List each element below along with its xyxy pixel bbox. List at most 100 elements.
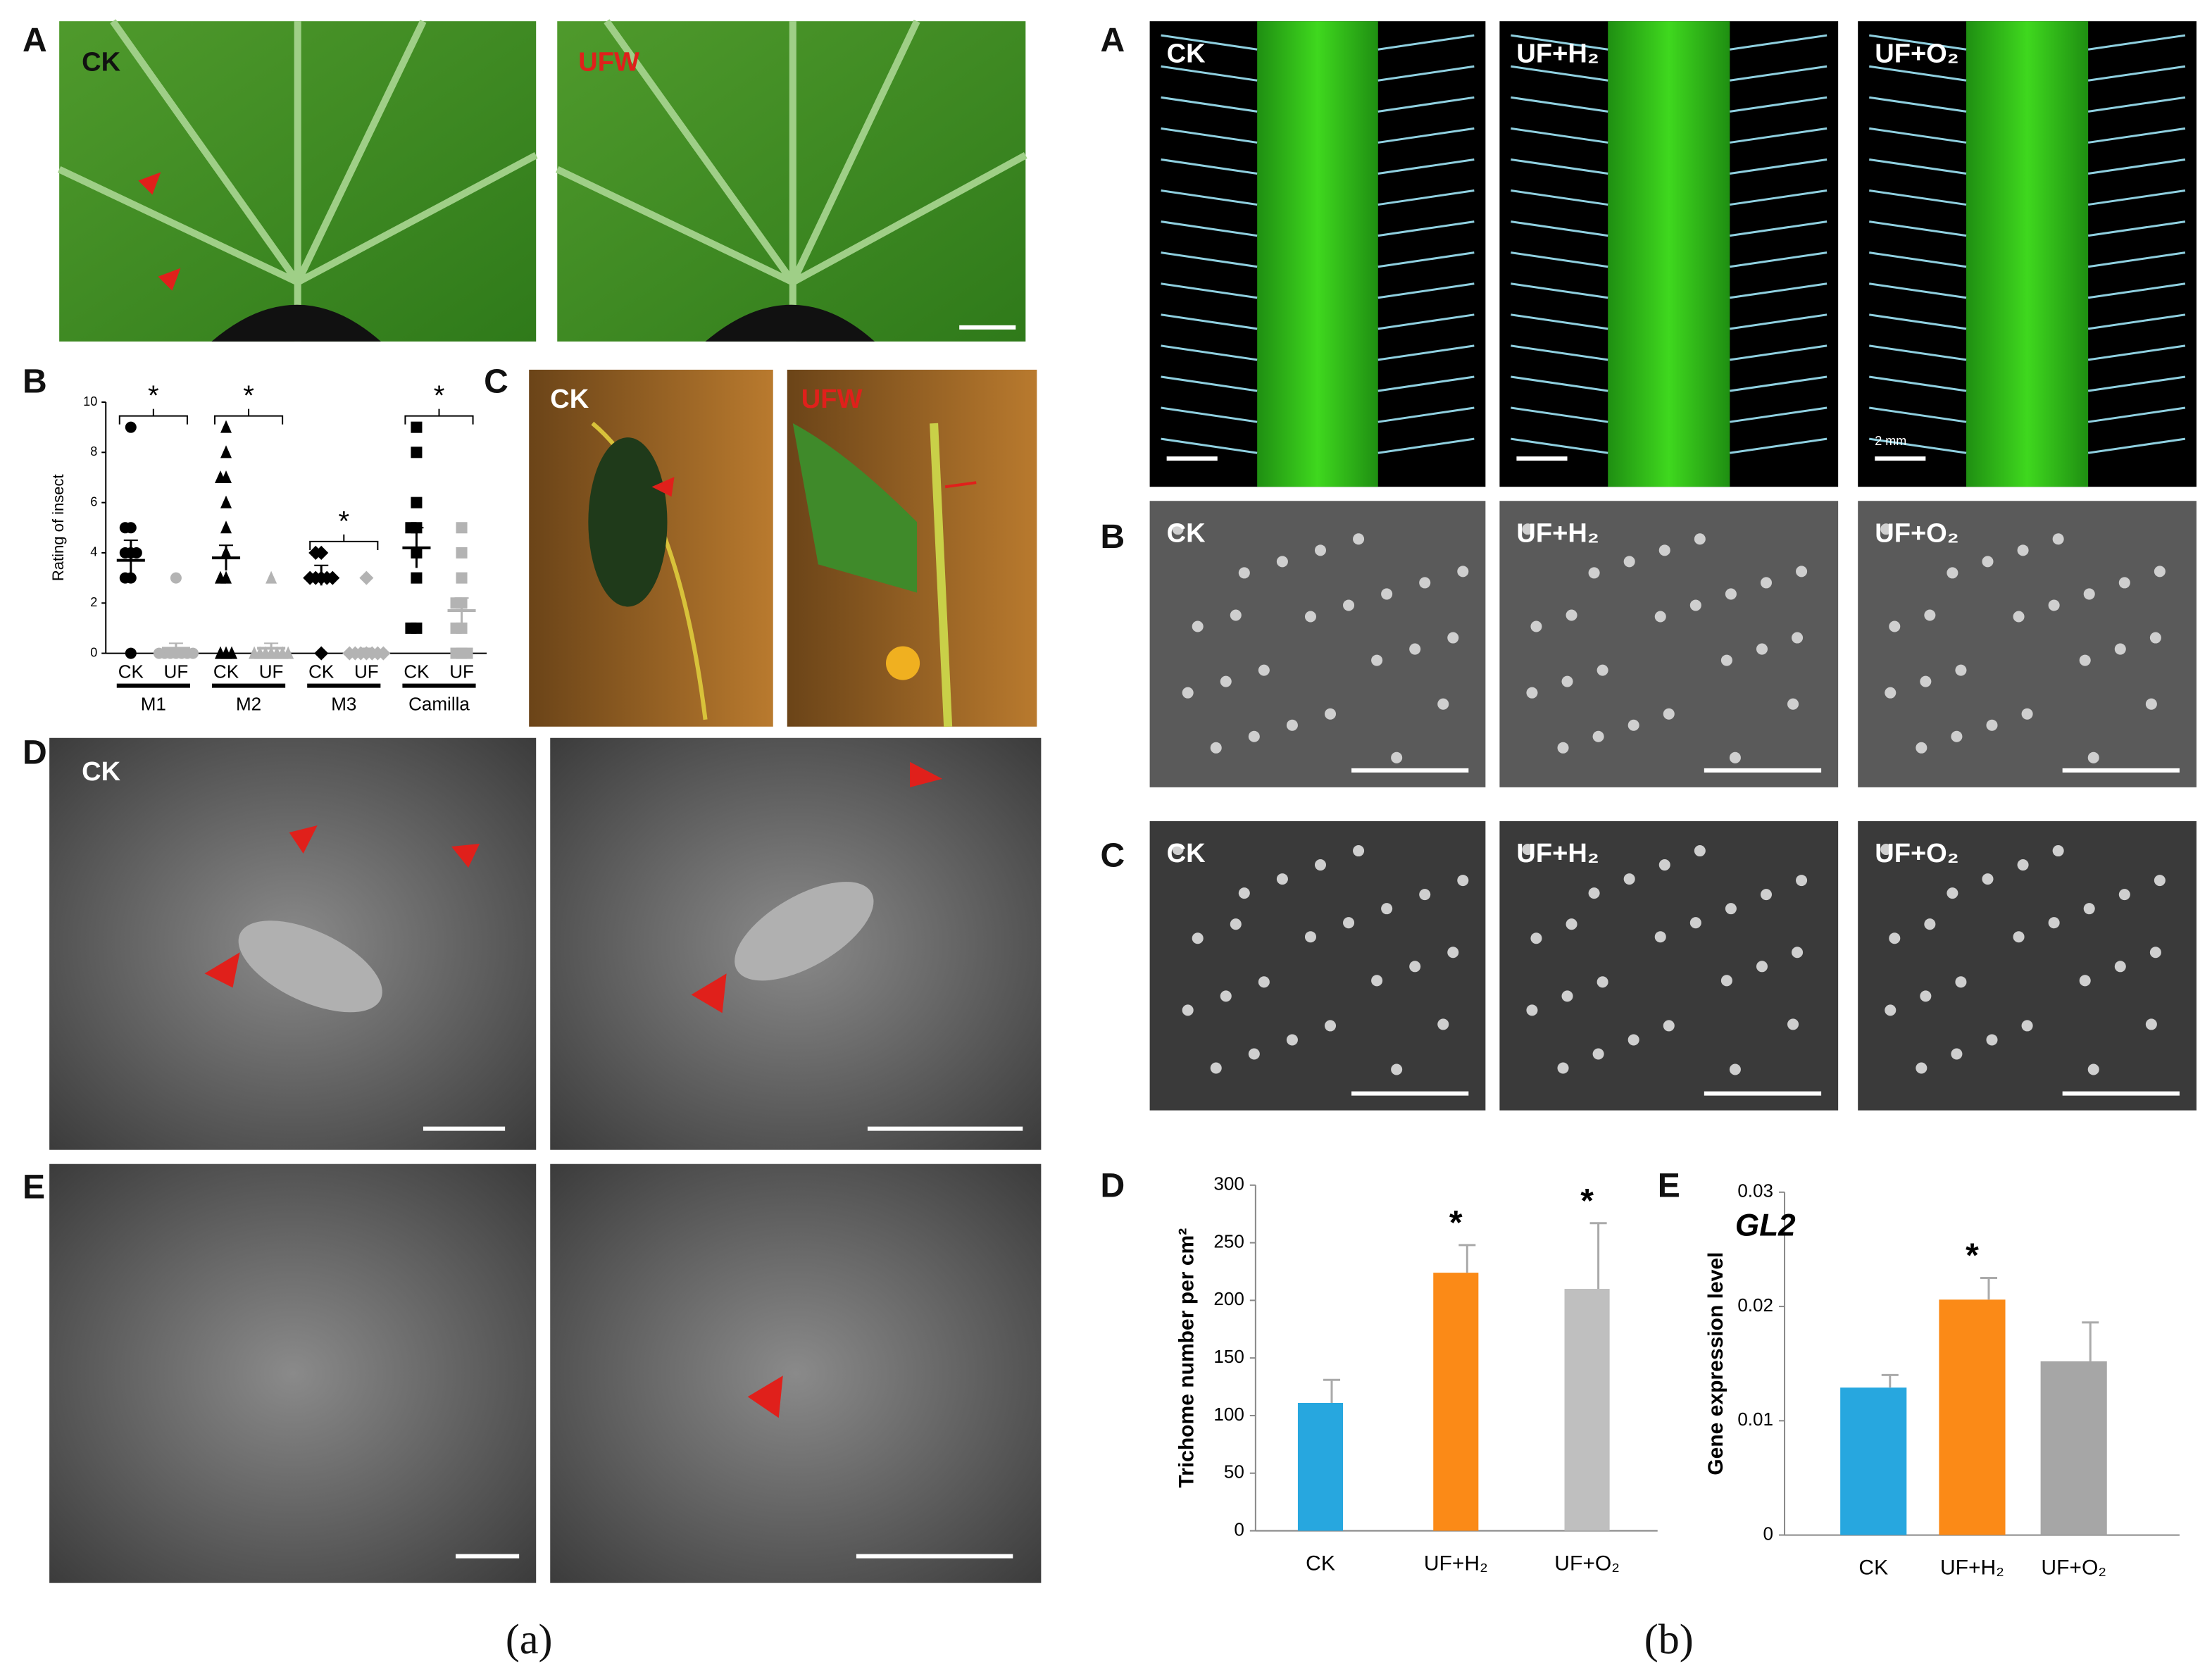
trichome-base bbox=[1522, 844, 1534, 856]
leaf bbox=[792, 423, 918, 593]
trichome-base bbox=[1729, 1063, 1741, 1075]
trichome-base bbox=[1787, 698, 1799, 710]
trichome-base bbox=[1230, 918, 1242, 930]
data-point bbox=[220, 520, 232, 534]
y-axis-label: Rating of insect bbox=[49, 474, 67, 581]
trichome-base bbox=[2021, 1020, 2033, 1032]
trichome bbox=[1377, 96, 1475, 113]
trichome-base bbox=[1192, 620, 1204, 632]
x-tick-label: CK bbox=[118, 661, 144, 682]
trichome-base bbox=[1220, 990, 1232, 1002]
leaf-vein bbox=[556, 19, 1027, 342]
trichome bbox=[2087, 65, 2186, 82]
trichome-base bbox=[1588, 567, 1600, 579]
x-tick-label: UF+O₂ bbox=[2041, 1556, 2106, 1580]
data-point bbox=[456, 572, 468, 584]
x-tick-label: CK bbox=[213, 661, 239, 682]
photo bbox=[49, 1163, 537, 1583]
trichome bbox=[1377, 313, 1475, 330]
trichome bbox=[1511, 189, 1608, 206]
trichome-base bbox=[1526, 687, 1538, 699]
y-tick-label: 100 bbox=[1213, 1404, 1244, 1425]
significance-bracket bbox=[118, 408, 188, 425]
trichome bbox=[2087, 189, 2186, 206]
trichome-base bbox=[1447, 632, 1459, 644]
trichome-base bbox=[1592, 730, 1604, 742]
trichome bbox=[1511, 220, 1608, 237]
trichome-base bbox=[2145, 1018, 2157, 1030]
trichome-base bbox=[1409, 643, 1421, 655]
trichome-base bbox=[2048, 599, 2060, 611]
trichome bbox=[1377, 65, 1475, 82]
trichome-base bbox=[1276, 873, 1288, 885]
y-tick-label: 300 bbox=[1213, 1173, 1244, 1194]
photo-shadow bbox=[211, 304, 381, 342]
trichome-base bbox=[1654, 931, 1666, 943]
trichome-base bbox=[1371, 975, 1383, 987]
trichome-base bbox=[1986, 1034, 1998, 1046]
data-point bbox=[119, 522, 131, 534]
y-tick-label: 150 bbox=[1213, 1346, 1244, 1367]
trichome bbox=[1377, 437, 1475, 454]
trichome-base bbox=[1880, 523, 1892, 535]
y-tick-label: 8 bbox=[90, 444, 97, 458]
significance-star: * bbox=[338, 506, 349, 537]
trichome bbox=[2087, 251, 2186, 268]
trichome bbox=[1161, 437, 1258, 454]
trichome bbox=[2087, 282, 2186, 299]
trichome-base bbox=[1885, 1004, 1897, 1016]
trichome-base bbox=[2114, 961, 2126, 973]
photo bbox=[1499, 820, 1839, 1111]
data-point bbox=[187, 647, 199, 659]
trichome-base bbox=[2079, 975, 2091, 987]
panel-label: C bbox=[484, 363, 508, 401]
photo-label: UF+O₂ bbox=[1875, 839, 1958, 868]
group-label: M3 bbox=[331, 694, 356, 715]
trichome-base bbox=[1889, 932, 1901, 944]
trichome bbox=[1730, 313, 1827, 330]
trichome-base bbox=[1792, 632, 1804, 644]
trichome bbox=[1730, 158, 1827, 175]
y-tick-label: 6 bbox=[90, 494, 97, 508]
trichome bbox=[1730, 96, 1827, 113]
significance-star: * bbox=[1580, 1182, 1594, 1220]
panel-label: D bbox=[23, 734, 47, 772]
trichome bbox=[2087, 313, 2186, 330]
data-point bbox=[125, 647, 137, 659]
trichome bbox=[1869, 344, 1967, 361]
trichome bbox=[1511, 406, 1608, 423]
trichome-base bbox=[1557, 1062, 1569, 1074]
trichome-base bbox=[1955, 976, 1967, 988]
trichome-base bbox=[1561, 675, 1573, 687]
trichome-base bbox=[1787, 1018, 1799, 1030]
trichome bbox=[1869, 189, 1967, 206]
trichome bbox=[1730, 189, 1827, 206]
trichome-base bbox=[1725, 588, 1737, 600]
trichome-base bbox=[2052, 845, 2064, 857]
trichome bbox=[1377, 251, 1475, 268]
trichome-base bbox=[1248, 730, 1260, 742]
significance-bracket bbox=[213, 408, 284, 425]
chart-title: GL2 bbox=[1735, 1209, 1796, 1243]
x-tick-label: UF bbox=[354, 661, 379, 682]
trichome-base bbox=[1391, 1063, 1403, 1075]
data-point bbox=[405, 622, 417, 634]
photo-label: UF+H₂ bbox=[1516, 518, 1599, 548]
group-label: M2 bbox=[236, 694, 261, 715]
data-point bbox=[411, 497, 423, 508]
trichome-base bbox=[1796, 566, 1808, 578]
trichome bbox=[1161, 189, 1258, 206]
trichome-base bbox=[1286, 719, 1298, 731]
y-tick-label: 0.02 bbox=[1737, 1294, 1773, 1316]
trichome-base bbox=[1343, 599, 1355, 611]
trichome bbox=[1511, 344, 1608, 361]
photo-label: CK bbox=[82, 47, 120, 77]
group-label: M1 bbox=[141, 694, 166, 715]
trichome bbox=[2087, 406, 2186, 423]
arrowhead bbox=[651, 477, 675, 497]
trichome-base bbox=[1720, 975, 1732, 987]
trichome bbox=[1161, 251, 1258, 268]
x-tick-label: CK bbox=[404, 661, 430, 682]
trichome bbox=[1869, 375, 1967, 392]
trichome bbox=[1730, 220, 1827, 237]
